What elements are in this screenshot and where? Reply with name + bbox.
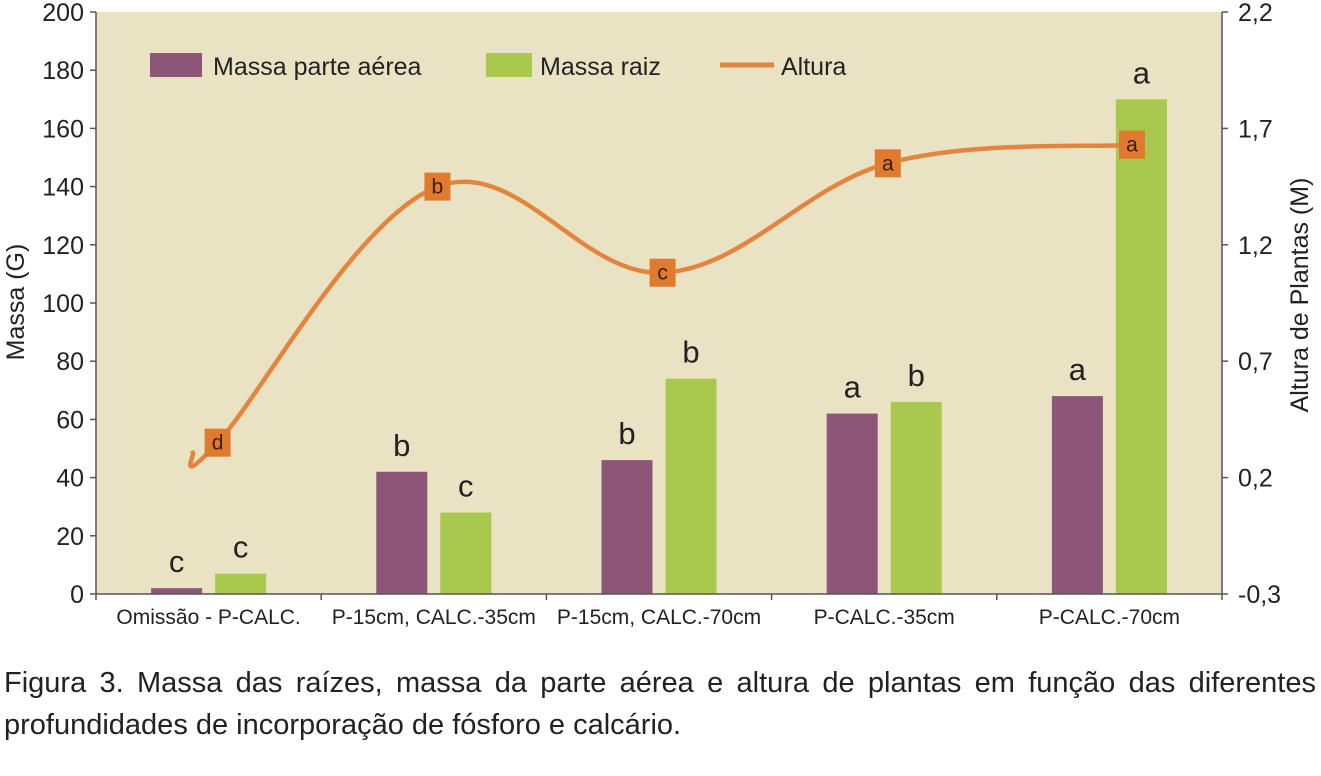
bar-significance-label: b [393, 428, 410, 463]
y-tick-label: 140 [42, 174, 84, 202]
legend: Massa parte aérea Massa raiz Altura [150, 53, 846, 81]
bar-massa-raiz [665, 378, 717, 594]
bar-significance-label: b [908, 358, 925, 393]
x-category-label: P-15cm, CALC.-35cm [332, 606, 536, 629]
bar-massa-parte-aerea [151, 588, 203, 594]
x-category-label: P-CALC.-35cm [814, 606, 955, 629]
bar-massa-raiz [890, 401, 942, 594]
bar-significance-label: a [1069, 352, 1087, 387]
figure-caption: Figura 3. Massa das raízes, massa da par… [4, 667, 1316, 741]
line-marker-label: a [882, 152, 894, 175]
axes-layer: 0 20 40 60 80 100 120 140 160 180 200 -0,3 0,2 0,7 1,2… [42, 0, 1281, 629]
line-marker-label: d [212, 432, 224, 455]
y2-tick-label: 1,2 [1238, 232, 1273, 260]
bar-significance-label: c [233, 530, 249, 565]
bar-massa-parte-aerea [826, 413, 878, 594]
y-tick-label: 200 [42, 0, 84, 27]
y-axis-title: Massa (G) [2, 244, 30, 361]
line-marker [1118, 130, 1145, 159]
y-tick-label: 160 [42, 115, 84, 143]
bar-significance-label: b [618, 416, 635, 451]
y2-tick-label: 2,2 [1238, 0, 1273, 27]
y2-tick-label: 0,7 [1238, 348, 1273, 376]
y-tick-label: 20 [56, 523, 84, 551]
y-tick-label: 80 [56, 348, 84, 376]
bar-massa-parte-aerea [1051, 396, 1103, 594]
y-tick-label: 40 [56, 465, 84, 493]
bar-significance-label: c [458, 469, 474, 504]
line-marker-label: a [1126, 134, 1138, 157]
bar-significance-label: a [844, 370, 862, 405]
line-marker [874, 149, 901, 178]
bar-significance-label: b [682, 335, 699, 370]
y-tick-label: 0 [70, 581, 84, 609]
legend-swatch-massa-raiz [486, 53, 532, 77]
bar-massa-parte-aerea [376, 471, 428, 594]
bars-layer: c b b a a c c b b a [151, 55, 1167, 595]
y-tick-label: 60 [56, 406, 84, 434]
legend-label-massa-raiz: Massa raiz [540, 53, 661, 81]
legend-label-altura: Altura [781, 53, 846, 81]
bar-massa-raiz [215, 573, 267, 594]
plot-background [96, 12, 1222, 594]
y-tick-label: 120 [42, 232, 84, 260]
y-tick-label: 100 [42, 290, 84, 318]
y2-axis-title: Altura de Plantas (M) [1286, 178, 1314, 413]
bar-massa-raiz [1115, 99, 1167, 595]
combo-chart: c b b a a c c b b a d b c a a 0 20 40 60 80 100 120 140 160 18… [2, 0, 1314, 629]
y2-tick-label: -0,3 [1238, 581, 1281, 609]
legend-swatch-massa-parte-aerea [150, 53, 202, 77]
bar-massa-raiz [440, 512, 492, 594]
line-layer: d b c a a [188, 130, 1145, 469]
line-marker [649, 258, 676, 287]
x-category-label: P-15cm, CALC.-70cm [557, 606, 761, 629]
line-marker [424, 172, 451, 201]
line-marker [204, 428, 231, 457]
x-category-label: P-CALC.-70cm [1039, 606, 1180, 629]
y2-tick-label: 1,7 [1238, 115, 1273, 143]
bar-massa-parte-aerea [601, 460, 653, 594]
line-marker-label: b [432, 176, 444, 199]
legend-label-massa-parte-aerea: Massa parte aérea [213, 53, 422, 81]
line-marker-label: c [657, 262, 668, 285]
y2-tick-label: 0,2 [1238, 465, 1273, 493]
y-tick-label: 180 [42, 57, 84, 85]
bar-significance-label: c [169, 544, 185, 579]
bar-significance-label: a [1133, 55, 1151, 90]
x-category-label: Omissão - P-CALC. [116, 606, 300, 629]
